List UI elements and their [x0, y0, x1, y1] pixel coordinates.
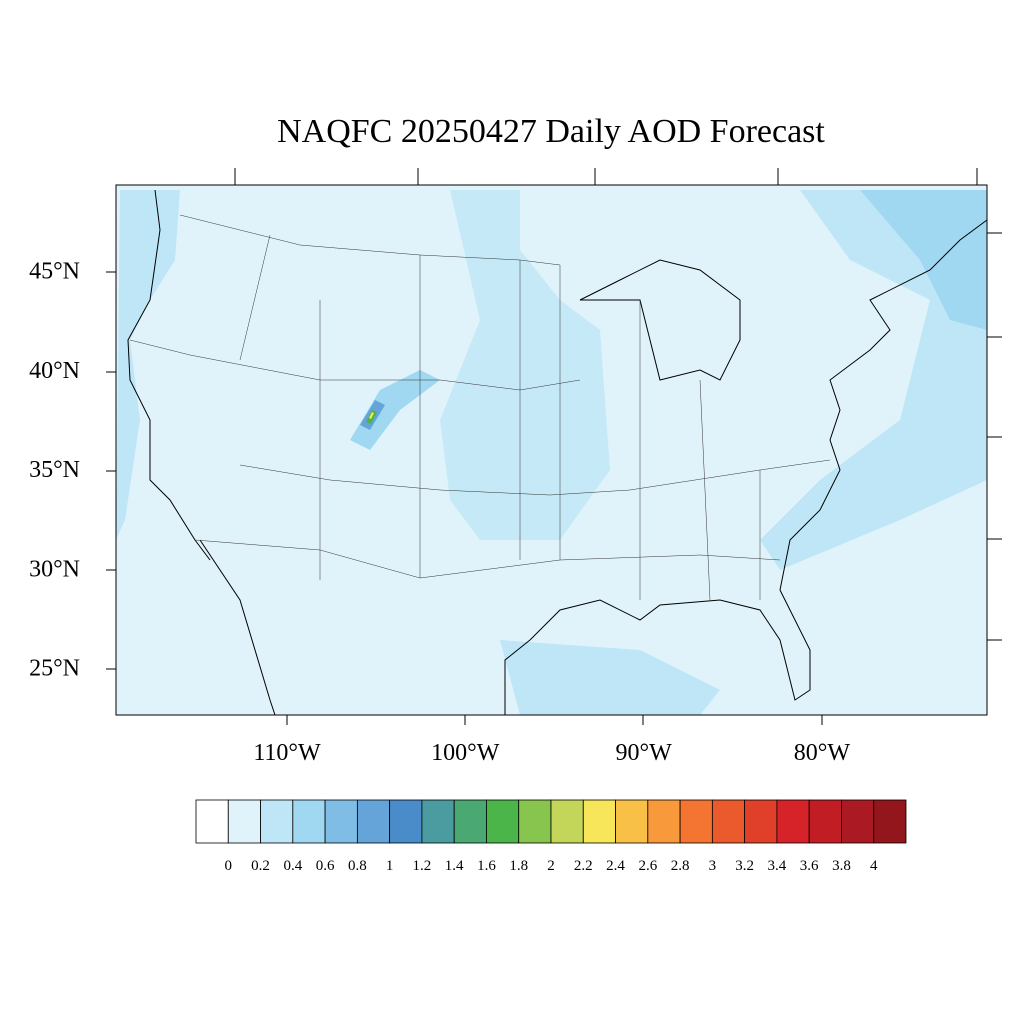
colorbar-label: 1 — [386, 858, 394, 874]
colorbar-label: 2.8 — [671, 858, 690, 874]
coastline — [127, 189, 276, 716]
colorbar-box — [453, 799, 487, 844]
colorbar-box — [260, 799, 294, 844]
colorbar-box — [356, 799, 391, 844]
colorbar-box — [776, 799, 810, 844]
title: NAQFC 20250427 Daily AOD Forecast — [277, 113, 825, 150]
colorbar-box — [711, 799, 746, 844]
colorbar-label: 0.4 — [283, 858, 302, 874]
colorbar-label: 3.8 — [832, 858, 851, 874]
colorbar-label: 3 — [709, 858, 717, 874]
colorbar-label: 3.6 — [800, 858, 819, 874]
lon-label: 110°W — [253, 740, 321, 766]
colorbar-box — [808, 799, 842, 844]
colorbar-box — [292, 799, 326, 844]
aod-region — [860, 190, 987, 330]
lon-label: 80°W — [794, 740, 851, 766]
colorbar-label: 0 — [225, 858, 233, 874]
colorbar-box — [389, 799, 423, 844]
aod-region — [116, 190, 180, 540]
lon-labels: 110°W 100°W 90°W 80°W — [253, 740, 850, 766]
colorbar-box — [582, 799, 616, 844]
colorbar: 0 0.2 0.4 0.6 0.8 1 1.2 1.4 1.6 1.8 2 2.2 2.4 2.6 2.8 3… — [195, 799, 907, 874]
colorbar-box — [679, 799, 713, 844]
ticks — [106, 168, 1002, 725]
colorbar-label: 3.4 — [768, 858, 787, 874]
coastline — [504, 219, 988, 715]
colorbar-box — [744, 799, 778, 844]
colorbar-label: 4 — [870, 858, 878, 874]
colorbar-box — [195, 799, 229, 844]
lat-label: 30°N — [29, 556, 80, 582]
lat-label: 25°N — [29, 656, 80, 682]
aod-region — [500, 640, 720, 715]
colorbar-box — [841, 799, 875, 844]
colorbar-box — [647, 799, 681, 844]
colorbar-label: 2.6 — [638, 858, 657, 874]
colorbar-label: 1.8 — [509, 858, 528, 874]
colorbar-box — [518, 799, 552, 844]
colorbar-label: 0.8 — [348, 858, 367, 874]
colorbar-label: 0.2 — [251, 858, 270, 874]
colorbar-label: 1.2 — [413, 858, 432, 874]
colorbar-label: 0.6 — [316, 858, 335, 874]
aod-region — [760, 190, 987, 570]
colorbar-box — [873, 799, 907, 844]
map-frame — [115, 184, 988, 716]
colorbar-box — [550, 799, 584, 844]
map: 45°N 40°N 35°N 30°N 25°N 110°W 100°W 90°W 80°W — [29, 168, 1002, 766]
lat-label: 45°N — [29, 259, 80, 285]
colorbar-label: 2.2 — [574, 858, 593, 874]
lon-label: 100°W — [431, 740, 500, 766]
colorbar-box — [486, 799, 520, 844]
aod-region — [440, 190, 610, 540]
state-borders — [129, 214, 831, 601]
lat-label: 35°N — [29, 457, 80, 483]
colorbar-box — [615, 799, 649, 844]
lat-label: 40°N — [29, 358, 80, 384]
aod-plume — [350, 370, 440, 450]
aod-plume — [369, 412, 374, 419]
colorbar-box — [324, 799, 358, 844]
colorbar-box — [421, 799, 455, 844]
colorbar-label: 1.4 — [445, 858, 464, 874]
lat-labels: 45°N 40°N 35°N 30°N 25°N — [29, 259, 80, 682]
colorbar-label: 1.6 — [477, 858, 496, 874]
lon-label: 90°W — [615, 740, 672, 766]
colorbar-label: 2 — [547, 858, 555, 874]
colorbar-label: 2.4 — [606, 858, 625, 874]
colorbar-box — [227, 799, 261, 844]
colorbar-label: 3.2 — [735, 858, 754, 874]
